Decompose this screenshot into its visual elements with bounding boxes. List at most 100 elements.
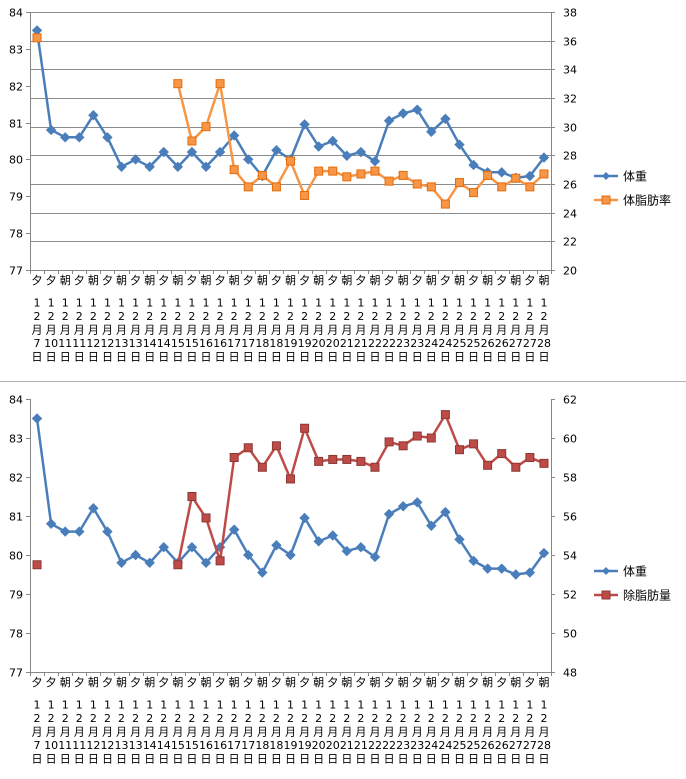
x-category-period: 朝: [257, 274, 268, 287]
x-category-period: 夕: [243, 274, 254, 287]
x-category-period: 朝: [398, 676, 409, 689]
x-category-month-unit: 月: [229, 725, 240, 738]
x-category-month-unit: 月: [496, 725, 507, 738]
x-category-day-unit: 日: [384, 350, 395, 363]
y-tick-label-left: 81: [9, 511, 23, 524]
series-point: [341, 150, 353, 161]
x-category-period: 朝: [201, 676, 212, 689]
x-category-month-unit: 月: [229, 323, 240, 336]
x-category-day: 18: [269, 739, 283, 752]
x-category-month-unit: 月: [496, 323, 507, 336]
x-category-day: 24: [424, 739, 438, 752]
x-category-day-unit: 日: [468, 752, 479, 765]
x-category-month-unit: 月: [313, 323, 324, 336]
series-point: [200, 557, 212, 569]
x-category-day: 20: [326, 739, 340, 752]
x-category-day: 18: [255, 739, 269, 752]
x-category-day: 23: [410, 337, 424, 350]
x-category-day-unit: 日: [482, 350, 493, 363]
x-category-day-unit: 日: [88, 752, 99, 765]
x-category-month-unit: 月: [482, 323, 493, 336]
y-tick-label-left: 82: [9, 472, 23, 485]
y-tick-label-left: 77: [9, 667, 23, 680]
series-point: [313, 536, 324, 547]
x-category-month-unit: 月: [46, 323, 57, 336]
x-category-month-unit: 月: [215, 323, 226, 336]
x-category-month-unit: 月: [384, 323, 395, 336]
x-category-month-unit: 月: [74, 725, 85, 738]
x-category-month-unit: 月: [341, 323, 352, 336]
x-category-day-unit: 日: [341, 350, 352, 363]
x-category-period: 夕: [524, 676, 535, 689]
x-category-day-unit: 日: [454, 752, 465, 765]
x-category-day: 27: [523, 739, 537, 752]
series-point: [229, 453, 239, 462]
series-point: [370, 166, 380, 176]
x-category-day-unit: 日: [341, 752, 352, 765]
x-category-period: 朝: [538, 274, 549, 287]
legend-label: 体脂肪率: [623, 193, 671, 208]
series-point: [186, 146, 198, 158]
series-point: [286, 474, 295, 484]
series-point: [45, 518, 57, 530]
x-category-month-unit: 月: [398, 323, 409, 336]
series-point: [32, 560, 42, 570]
x-category-day: 13: [115, 337, 129, 350]
series-point: [74, 132, 85, 143]
x-category-day: 12: [86, 739, 100, 752]
x-category-month-unit: 月: [510, 323, 521, 336]
x-category-period: 夕: [440, 676, 451, 689]
x-category-period: 夕: [186, 676, 197, 689]
x-category-day-unit: 日: [454, 350, 465, 363]
series-point: [186, 541, 198, 553]
series-point: [271, 441, 281, 451]
x-category-period: 夕: [32, 676, 43, 689]
series-point: [497, 182, 507, 192]
legend-marker: [601, 590, 611, 600]
series-point: [524, 567, 536, 578]
series-point: [511, 462, 521, 472]
x-category-month-unit: 月: [257, 323, 268, 336]
x-category-day: 19: [284, 739, 298, 752]
series-point: [327, 530, 338, 541]
series-point: [483, 170, 493, 180]
x-category-month-unit: 月: [369, 323, 380, 336]
x-category-month-unit: 月: [158, 323, 169, 336]
series-point: [383, 508, 395, 520]
x-category-month-unit: 月: [524, 725, 535, 738]
series-point: [243, 549, 254, 561]
x-category-day: 26: [495, 337, 509, 350]
x-category-day: 23: [396, 337, 410, 350]
x-category-day: 19: [298, 739, 312, 752]
x-category-day: 22: [368, 739, 382, 752]
x-category-period: 朝: [172, 676, 183, 689]
series-point: [370, 462, 380, 472]
x-category-month-unit: 月: [369, 725, 380, 738]
x-category-month-unit: 月: [412, 323, 423, 336]
x-category-month-unit: 月: [313, 725, 324, 738]
series-point: [342, 172, 352, 182]
x-category-day-unit: 日: [412, 752, 423, 765]
